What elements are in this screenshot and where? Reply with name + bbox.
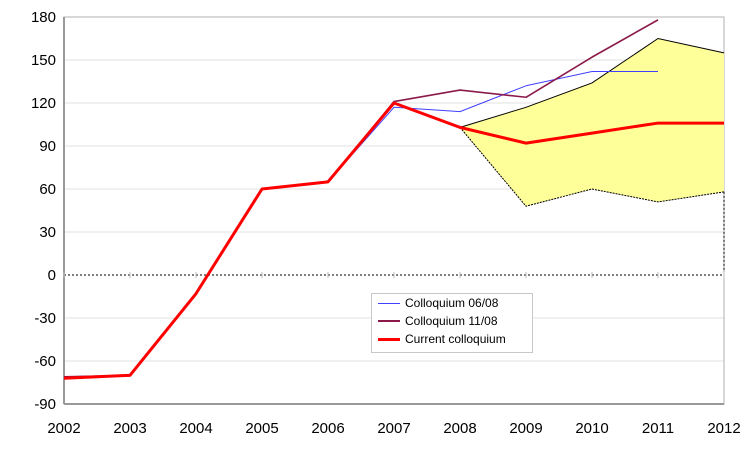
- y-tick-label: 90: [39, 138, 56, 155]
- band-upper-edge: [459, 37, 725, 128]
- legend-swatch: [378, 337, 400, 341]
- y-tick-label: 0: [48, 267, 56, 284]
- x-tick-label: 2006: [311, 420, 344, 437]
- legend-item-colloquium-0608: Colloquium 06/08: [372, 294, 532, 312]
- y-tick-label: -90: [34, 396, 56, 413]
- y-tick-label: 60: [39, 181, 56, 198]
- legend: Colloquium 06/08 Colloquium 11/08 Curren…: [371, 293, 533, 353]
- legend-swatch: [378, 302, 400, 304]
- x-tick-label: 2002: [47, 420, 80, 437]
- x-tick-label: 2005: [245, 420, 278, 437]
- x-tick-label: 2012: [707, 420, 740, 437]
- series-line-1: [63, 19, 659, 378]
- x-tick-label: 2004: [179, 420, 212, 437]
- forecast-band: [460, 38, 724, 207]
- legend-item-colloquium-1108: Colloquium 11/08: [372, 312, 532, 330]
- y-tick-label: 120: [31, 95, 56, 112]
- y-tick-label: 180: [31, 9, 56, 26]
- series-line-2: [63, 101, 724, 380]
- band-lower-edge: [459, 127, 725, 207]
- y-tick-label: -30: [34, 310, 56, 327]
- y-tick-label: 150: [31, 52, 56, 69]
- x-tick-label: 2003: [113, 420, 146, 437]
- y-tick-label: 30: [39, 224, 56, 241]
- x-tick-label: 2009: [509, 420, 542, 437]
- legend-swatch: [378, 320, 400, 322]
- legend-item-current: Current colloquium: [372, 330, 532, 348]
- x-tick-label: 2007: [377, 420, 410, 437]
- y-tick-label: -60: [34, 353, 56, 370]
- x-tick-label: 2008: [443, 420, 476, 437]
- legend-label: Current colloquium: [405, 332, 506, 346]
- legend-label: Colloquium 11/08: [405, 314, 498, 328]
- x-tick-label: 2011: [642, 420, 674, 437]
- x-tick-label: 2010: [575, 420, 608, 437]
- legend-label: Colloquium 06/08: [405, 296, 499, 310]
